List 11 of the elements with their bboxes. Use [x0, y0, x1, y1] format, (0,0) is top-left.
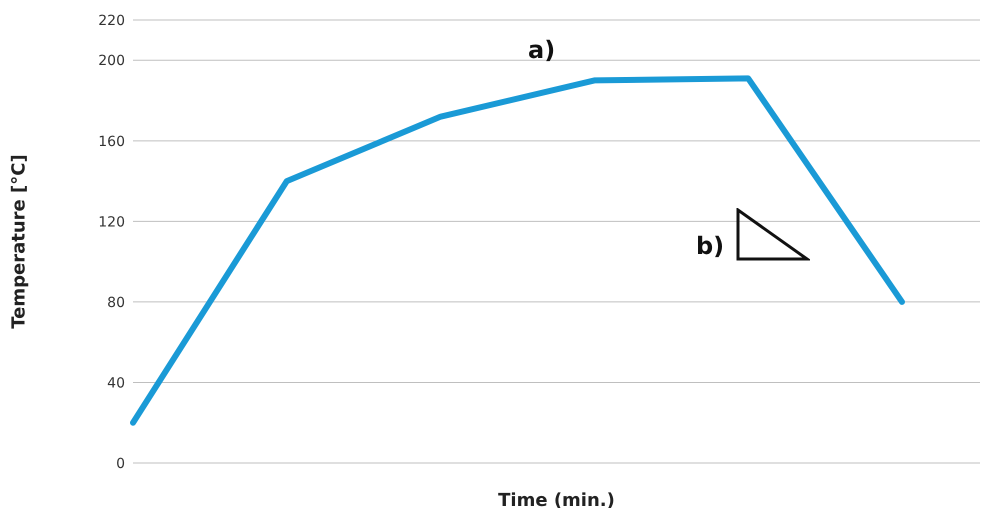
y-tick-label: 160: [98, 134, 125, 150]
y-tick-label: 0: [116, 456, 125, 472]
y-tick-label: 40: [107, 375, 125, 392]
y-tick-label: 200: [98, 53, 125, 70]
annotation: a): [528, 36, 556, 64]
y-tick-label: 120: [98, 214, 125, 230]
y-tick-label: 220: [98, 12, 125, 29]
x-axis-title: Time (min.): [498, 490, 615, 511]
annotation: b): [696, 232, 724, 260]
y-axis-title: Temperature [°C]: [8, 154, 30, 329]
y-tick-label: 80: [107, 294, 125, 311]
